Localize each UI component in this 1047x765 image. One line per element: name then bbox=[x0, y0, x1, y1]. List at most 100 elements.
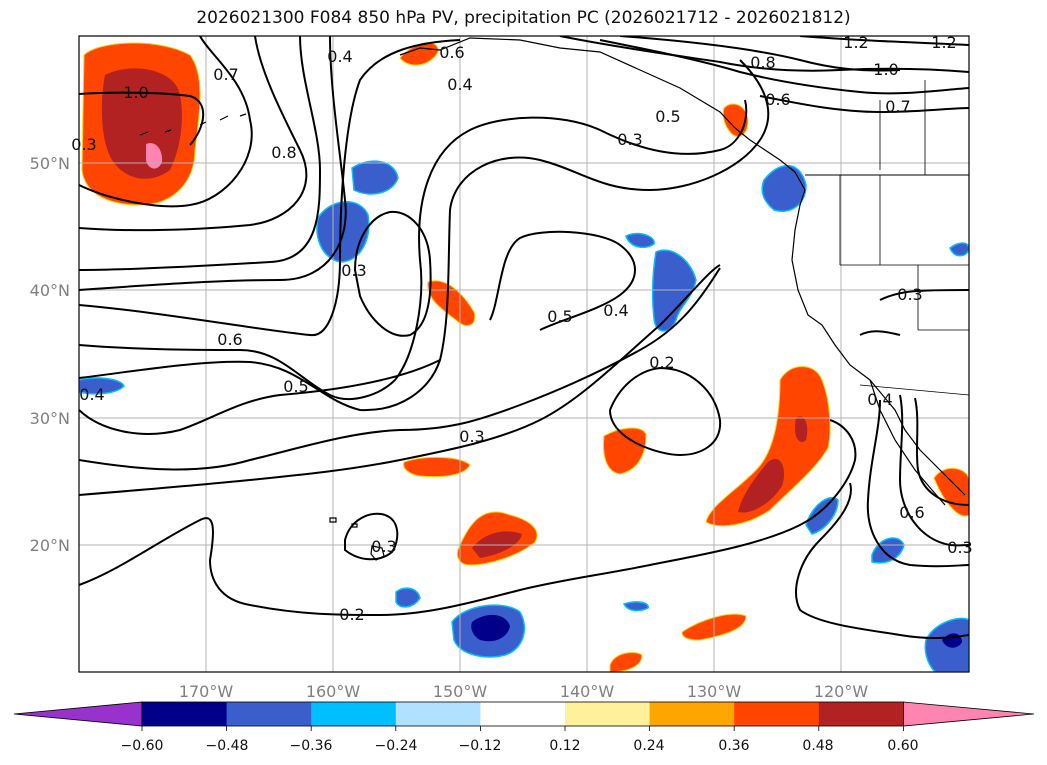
contour-label: 0.7 bbox=[885, 97, 910, 116]
contour-18 bbox=[866, 399, 969, 568]
colorbar-tick-label: 0.12 bbox=[549, 738, 580, 754]
border-us-mexico bbox=[859, 384, 969, 396]
precip-blob-blue-9 bbox=[622, 601, 649, 612]
colorbar-tick-label: −0.12 bbox=[459, 738, 502, 754]
colorbar-outline bbox=[141, 701, 904, 727]
contour-16 bbox=[344, 512, 399, 561]
contour-label: 0.6 bbox=[899, 503, 924, 522]
contour-label: 1.0 bbox=[123, 83, 148, 102]
precip-blob-orange-band-core2 bbox=[794, 416, 808, 442]
precip-blob-orange-band-core bbox=[738, 458, 785, 513]
contour-label: 0.2 bbox=[339, 605, 364, 624]
contour-11 bbox=[489, 230, 636, 331]
precip-blob-orange-7 bbox=[609, 652, 643, 672]
contour-label: 1.2 bbox=[843, 33, 868, 52]
graticule bbox=[79, 36, 969, 672]
precip-blob-nw-peak bbox=[146, 143, 163, 169]
precip-blob-orange-3 bbox=[603, 427, 647, 475]
colorbar-segment bbox=[734, 702, 820, 726]
contour-5 bbox=[79, 36, 347, 291]
precip-blob-blue-13 bbox=[949, 242, 969, 257]
contour-label: 0.3 bbox=[617, 130, 642, 149]
contour-label: 0.4 bbox=[79, 385, 104, 404]
plot-area bbox=[79, 36, 969, 672]
lat-label: 30°N bbox=[30, 409, 70, 428]
contour-7 bbox=[79, 99, 748, 400]
colorbar-extend-high bbox=[903, 701, 1035, 727]
lat-label: 50°N bbox=[30, 154, 70, 173]
lat-axis-labels: 50°N 40°N 30°N 20°N bbox=[30, 154, 70, 555]
coastline-alaska bbox=[399, 37, 806, 191]
contour-9 bbox=[79, 359, 441, 435]
map-title: 2026021300 F084 850 hPa PV, precipitatio… bbox=[196, 8, 851, 28]
contour-label: 0.3 bbox=[897, 285, 922, 304]
contour-label: 0.3 bbox=[947, 538, 972, 557]
colorbar-tick-label: 0.24 bbox=[633, 738, 664, 754]
contour-23 bbox=[799, 36, 969, 46]
colorbar-tick-label: −0.60 bbox=[121, 738, 164, 754]
precip-blob-nw-core bbox=[101, 68, 182, 179]
contour-label: 0.4 bbox=[447, 75, 472, 94]
contour-10 bbox=[353, 210, 432, 337]
precip-blob-blue-2 bbox=[351, 160, 399, 195]
precip-blob-blue-7 bbox=[395, 587, 421, 608]
colorbar-tick-label: 0.60 bbox=[887, 738, 918, 754]
precip-blob-orange-4 bbox=[403, 456, 471, 478]
precip-blob-blue-3 bbox=[651, 249, 697, 332]
lat-label: 20°N bbox=[30, 536, 70, 555]
precip-blob-orange-1 bbox=[427, 280, 476, 327]
contour-label: 0.8 bbox=[271, 143, 296, 162]
contour-label: 0.8 bbox=[750, 53, 775, 72]
contour-label: 0.6 bbox=[217, 330, 242, 349]
precip-blob-blue-4 bbox=[625, 232, 655, 249]
plot-frame bbox=[78, 35, 970, 673]
contour-13 bbox=[79, 264, 721, 496]
contour-label: 0.4 bbox=[867, 390, 892, 409]
colorbar bbox=[13, 701, 1035, 731]
colorbar-ticks: −0.60 −0.48 −0.36 −0.24 −0.12 0.12 0.24 … bbox=[121, 738, 919, 754]
colorbar-segment bbox=[818, 702, 904, 726]
contour-label: 0.3 bbox=[341, 261, 366, 280]
lon-label: 160°W bbox=[306, 682, 361, 701]
lat-label: 40°N bbox=[30, 281, 70, 300]
colorbar-segment bbox=[311, 702, 397, 726]
colorbar-segment bbox=[565, 702, 651, 726]
contour-20 bbox=[914, 397, 969, 506]
contour-labels: 1.0 0.7 0.8 0.4 0.6 0.4 0.3 0.5 0.8 0.6 … bbox=[71, 33, 972, 624]
colorbar-segment bbox=[226, 702, 312, 726]
contour-2 bbox=[79, 36, 253, 208]
contour-17 bbox=[795, 482, 969, 640]
contour-label: 0.2 bbox=[649, 353, 674, 372]
coastline-baja bbox=[869, 379, 946, 506]
island-hawaii-1 bbox=[329, 517, 337, 523]
pv-contours bbox=[79, 36, 969, 640]
lon-label: 130°W bbox=[687, 682, 742, 701]
colorbar-segment bbox=[395, 702, 481, 726]
contour-3 bbox=[79, 36, 308, 232]
contour-label: 0.6 bbox=[765, 90, 790, 109]
contour-label: 0.4 bbox=[327, 47, 352, 66]
contour-label: 0.5 bbox=[283, 377, 308, 396]
precip-blob-blue-10 bbox=[805, 496, 839, 535]
contour-label: 0.3 bbox=[371, 537, 396, 556]
contour-label: 1.0 bbox=[873, 60, 898, 79]
contour-label: 0.3 bbox=[459, 427, 484, 446]
contour-22 bbox=[559, 36, 969, 73]
colorbar-tick-label: −0.24 bbox=[375, 738, 418, 754]
contour-4 bbox=[79, 36, 322, 271]
contour-27 bbox=[859, 330, 901, 336]
precip-blob-blue-8-core bbox=[471, 614, 510, 642]
precip-blob-orange-band bbox=[705, 366, 831, 527]
contour-label: 0.4 bbox=[603, 301, 628, 320]
contour-24 bbox=[619, 36, 901, 72]
contour-19 bbox=[898, 394, 969, 547]
lon-axis-labels: 170°W 160°W 150°W 140°W 130°W 120°W bbox=[179, 682, 869, 701]
contour-label: 0.5 bbox=[655, 107, 680, 126]
contour-label: 1.2 bbox=[931, 33, 956, 52]
lon-label: 150°W bbox=[433, 682, 488, 701]
lon-label: 120°W bbox=[814, 682, 869, 701]
coastline-us-west bbox=[791, 189, 966, 496]
precip-blob-blue-5 bbox=[79, 377, 125, 395]
border-states-1 bbox=[839, 175, 969, 331]
